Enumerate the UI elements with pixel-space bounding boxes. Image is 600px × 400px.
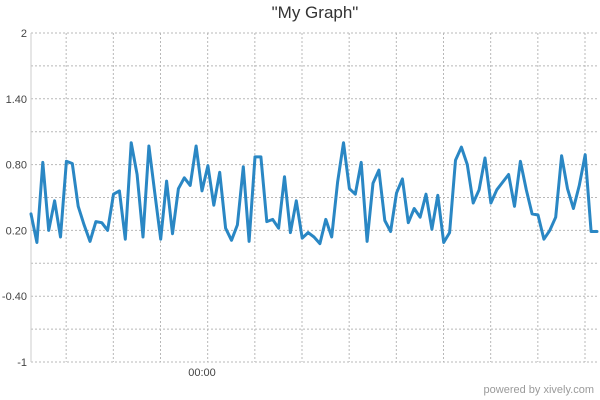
series-line <box>29 141 599 246</box>
y-tick-label: 0.80 <box>6 160 27 172</box>
powered-by-text: powered by xively.com <box>483 384 594 396</box>
chart-title: "My Graph" <box>271 3 359 22</box>
y-tick-label: -1 <box>17 357 27 369</box>
y-tick-label: 2 <box>21 28 27 40</box>
y-tick-label: 1.40 <box>6 94 27 106</box>
y-tick-label: -0.40 <box>2 291 27 303</box>
x-tick-label: 00:00 <box>188 367 216 379</box>
y-tick-label: 0.20 <box>6 225 27 237</box>
